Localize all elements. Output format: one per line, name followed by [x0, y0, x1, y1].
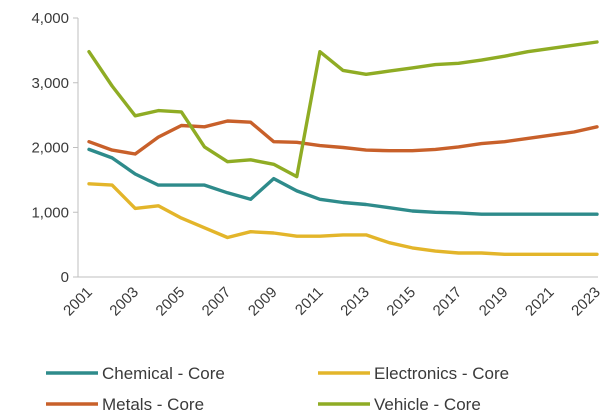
x-tick-label: 2003	[106, 284, 142, 320]
legend-item-metals-core: Metals - Core	[46, 395, 204, 414]
x-tick-label: 2017	[430, 284, 466, 320]
legend-label: Metals - Core	[102, 395, 204, 414]
x-axis-tick-labels: 2001 2003 2005 2007 2009 2011 2013 2015 2017 2019…	[60, 284, 604, 320]
series-line-vehicle-core	[87, 40, 599, 179]
legend-item-chemical-core: Chemical - Core	[46, 364, 225, 383]
series-lines	[87, 40, 599, 257]
y-tick-label: 1,000	[31, 204, 69, 221]
legend-label: Vehicle - Core	[374, 395, 481, 414]
legend-item-electronics-core: Electronics - Core	[318, 364, 509, 383]
x-tick-label: 2009	[245, 284, 281, 320]
legend-label: Electronics - Core	[374, 364, 509, 383]
y-tick-label: 4,000	[31, 10, 69, 27]
legend: Chemical - Core Electronics - Core Metals …	[46, 364, 509, 414]
chart-axes	[73, 17, 598, 278]
x-tick-label: 2013	[337, 284, 373, 320]
series-line-metals-core	[87, 119, 599, 156]
x-tick-label: 2023	[568, 284, 604, 320]
series-line-chemical-core	[87, 147, 599, 216]
y-tick-label: 2,000	[31, 140, 69, 157]
x-tick-label: 2001	[60, 284, 96, 320]
x-tick-label: 2021	[522, 284, 558, 320]
x-tick-label: 2019	[476, 284, 512, 320]
x-tick-label: 2007	[199, 284, 235, 320]
y-tick-label: 3,000	[31, 75, 69, 92]
legend-label: Chemical - Core	[102, 364, 225, 383]
x-tick-label: 2015	[383, 284, 419, 320]
y-axis-tick-labels: 0 1,000 2,000 3,000 4,000	[31, 10, 69, 286]
series-line-electronics-core	[87, 182, 599, 257]
x-tick-label: 2005	[153, 284, 189, 320]
x-tick-label: 2011	[292, 284, 327, 319]
y-tick-label: 0	[61, 269, 69, 286]
legend-item-vehicle-core: Vehicle - Core	[318, 395, 481, 414]
